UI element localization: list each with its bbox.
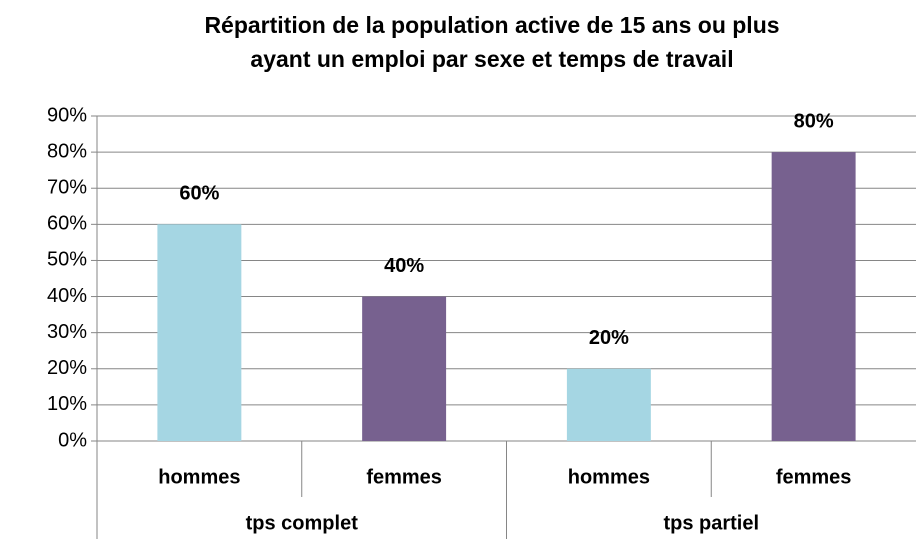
y-tick-label: 80% [47,140,87,162]
y-tick-label: 70% [47,177,87,199]
y-tick-label: 90% [47,104,87,126]
value-label: 20% [589,327,629,349]
y-tick-label: 0% [58,429,87,451]
value-label: 60% [179,183,219,205]
y-tick-label: 10% [47,393,87,415]
bar [771,152,856,441]
x-tick-label: femmes [776,466,852,488]
x-tick-label: hommes [568,466,650,488]
y-tick-label: 40% [47,285,87,307]
bar [157,224,242,441]
chart-title: Répartition de la population active de 1… [204,12,779,38]
value-label: 40% [384,255,424,277]
y-tick-label: 30% [47,321,87,343]
x-tick-label: hommes [158,466,240,488]
group-label: tps complet [246,512,359,534]
bar [566,368,651,441]
chart-title: ayant un emploi par sexe et temps de tra… [250,46,733,72]
group-label: tps partiel [663,512,759,534]
bar [362,296,447,441]
y-tick-label: 20% [47,357,87,379]
value-label: 80% [794,110,834,132]
x-tick-label: femmes [366,466,442,488]
y-tick-label: 50% [47,249,87,271]
y-tick-label: 60% [47,213,87,235]
